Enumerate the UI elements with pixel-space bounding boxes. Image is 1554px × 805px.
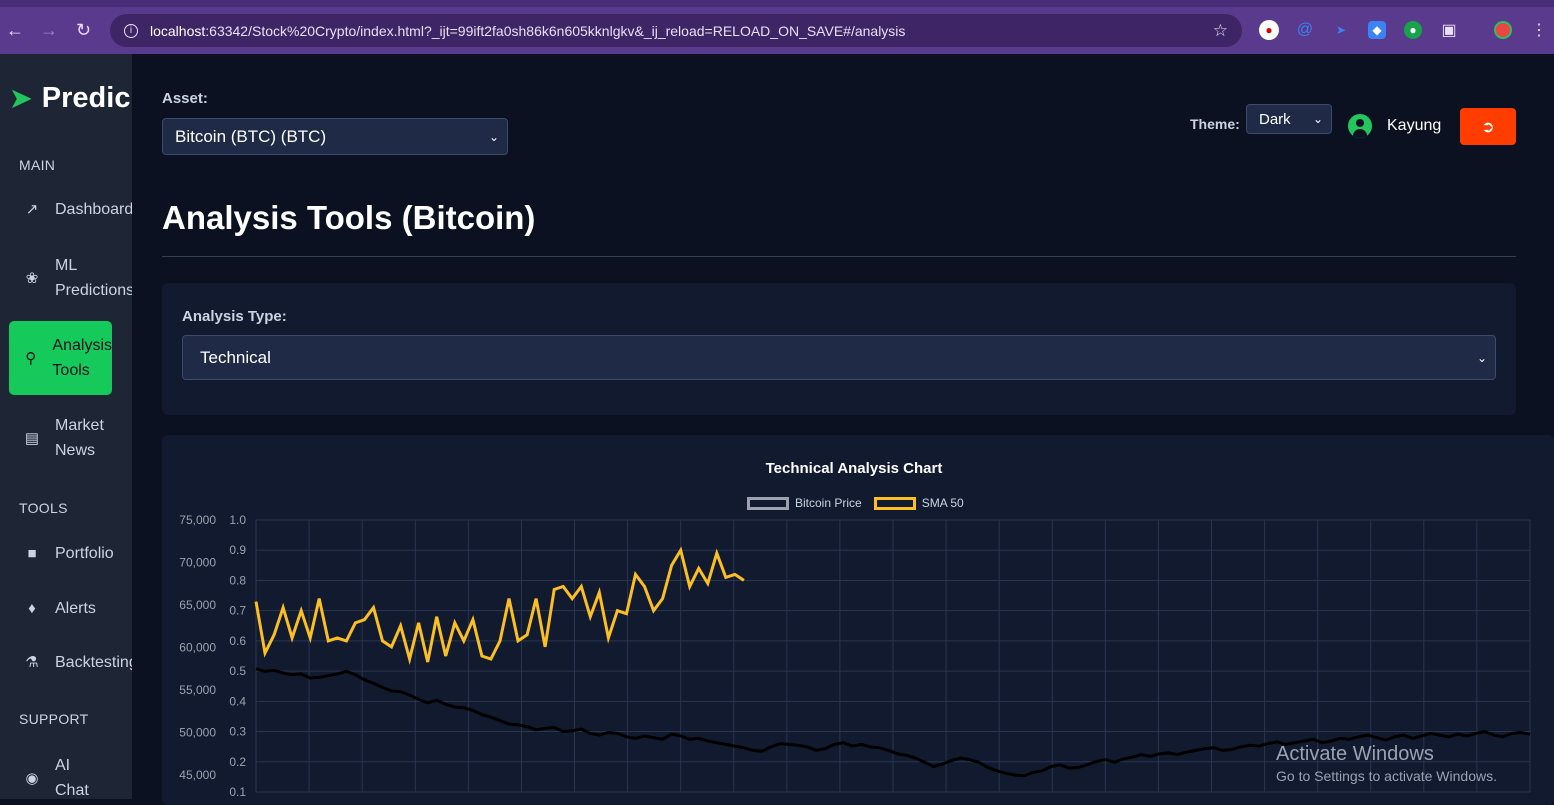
chart-svg: 1.0 0.9 0.8 0.7 0.6 0.5 0.4 0.3 0.2 0.1 75,000 70,0… xyxy=(179,513,1531,799)
extension-pokeball-icon[interactable]: ● xyxy=(1259,20,1279,40)
user-avatar-icon xyxy=(1348,114,1372,138)
y-right-tick-label: 0.4 xyxy=(229,694,246,708)
sidebar-item-dashboard[interactable]: ↗ Dashboard xyxy=(9,197,132,222)
browser-toolbar: ← → ↻ i localhost:63342/Stock%20Crypto/i… xyxy=(0,0,1554,54)
flask-icon: ⚗ xyxy=(25,654,39,671)
analysis-type-select[interactable]: Technical ⌄ xyxy=(182,335,1496,380)
y-left-tick-label: 55,000 xyxy=(179,683,216,697)
back-icon[interactable]: ← xyxy=(6,20,24,40)
sidebar-item-label: Dashboard xyxy=(55,201,132,218)
reload-icon[interactable]: ↻ xyxy=(76,20,92,40)
analysis-type-value: Technical xyxy=(200,347,271,367)
browser-menu-icon[interactable]: ⋮ xyxy=(1531,22,1547,39)
y-right-tick-label: 0.3 xyxy=(229,725,246,739)
legend-swatch-price[interactable] xyxy=(747,496,789,510)
y-left-tick-label: 60,000 xyxy=(179,641,216,655)
brain-icon: ❀ xyxy=(25,269,39,287)
section-label-tools: TOOLS xyxy=(19,500,68,516)
sidebar-item-label: Alerts xyxy=(55,600,96,617)
sidebar-item-ml-predictions[interactable]: ❀ ML Predictions xyxy=(9,253,132,303)
sidebar-item-label: Market News xyxy=(55,417,104,459)
windows-watermark-title: Activate Windows xyxy=(1276,743,1434,765)
sign-out-icon: ➲ xyxy=(1481,118,1495,136)
sidebar-item-label: Portfolio xyxy=(55,545,114,562)
y-right-tick-label: 0.1 xyxy=(229,785,246,799)
user-info[interactable]: Kayung xyxy=(1348,114,1441,138)
rocket-icon: ➤ xyxy=(10,83,32,113)
sma-series-line xyxy=(254,546,745,665)
y-right-tick-label: 0.9 xyxy=(229,543,246,557)
extension-green-icon[interactable]: ● xyxy=(1404,21,1422,39)
sidebar-item-market-news[interactable]: ▤ Market News xyxy=(9,413,132,463)
y-right-tick-label: 0.2 xyxy=(229,755,246,769)
newspaper-icon: ▤ xyxy=(24,429,40,447)
theme-select-value: Dark xyxy=(1259,110,1291,128)
bell-icon: ♦ xyxy=(28,600,36,617)
price-series-line xyxy=(255,667,1531,778)
chart-panel: Technical Analysis Chart Bitcoin Price S… xyxy=(162,435,1554,805)
chat-icon: ◉ xyxy=(25,769,39,787)
brand[interactable]: ➤ Predic xyxy=(10,82,130,115)
address-bar[interactable]: i localhost:63342/Stock%20Crypto/index.h… xyxy=(110,14,1242,47)
extensions-puzzle-icon[interactable]: ▣ xyxy=(1441,22,1457,39)
y-left-tick-label: 45,000 xyxy=(179,768,216,782)
chart-line-icon: ↗ xyxy=(25,201,39,218)
bookmark-star-icon[interactable]: ☆ xyxy=(1212,21,1228,40)
legend-label-price[interactable]: Bitcoin Price xyxy=(795,496,862,510)
url-path: :63342/Stock%20Crypto/index.html?_ijt=99… xyxy=(205,22,906,39)
site-info-icon[interactable]: i xyxy=(124,23,138,38)
extension-arrow-icon[interactable]: ➤ xyxy=(1335,23,1347,37)
theme-label: Theme: xyxy=(1190,116,1240,132)
y-right-tick-label: 0.5 xyxy=(229,664,246,678)
asset-select-value: Bitcoin (BTC) (BTC) xyxy=(175,126,327,146)
y-left-tick-label: 50,000 xyxy=(179,726,216,740)
sidebar: ➤ Predic MAIN ↗ Dashboard ❀ ML Predictio… xyxy=(0,54,132,799)
legend-swatch-sma[interactable] xyxy=(873,496,916,510)
chevron-down-icon: ⌄ xyxy=(1476,350,1487,365)
analysis-type-label: Analysis Type: xyxy=(182,308,287,325)
analysis-type-panel: Analysis Type: Technical ⌄ xyxy=(162,283,1516,415)
sidebar-item-portfolio[interactable]: ■ Portfolio xyxy=(9,541,132,566)
asset-select[interactable]: Bitcoin (BTC) (BTC) ⌄ xyxy=(162,118,508,155)
sidebar-item-analysis-tools[interactable]: ⚲ Analysis Tools xyxy=(9,321,112,395)
briefcase-icon: ■ xyxy=(27,545,37,562)
sidebar-item-ai-chat[interactable]: ◉ AI Chat xyxy=(9,753,132,799)
theme-select[interactable]: Dark ⌄ xyxy=(1246,104,1332,134)
sidebar-item-alerts[interactable]: ♦ Alerts xyxy=(9,596,132,621)
chevron-down-icon: ⌄ xyxy=(488,129,499,144)
y-right-tick-label: 0.6 xyxy=(229,634,246,648)
profile-avatar-icon[interactable] xyxy=(1494,21,1512,39)
sidebar-item-label: Analysis Tools xyxy=(52,337,112,379)
extension-shield-icon[interactable]: ◆ xyxy=(1368,21,1386,39)
sidebar-item-label: Backtesting xyxy=(55,654,132,671)
chart-legend: Bitcoin Price SMA 50 xyxy=(747,496,964,510)
y-right-tick-label: 0.8 xyxy=(229,573,246,587)
y-left-tick-label: 75,000 xyxy=(179,513,216,527)
sidebar-item-label: AI Chat xyxy=(55,757,89,799)
extension-at-icon[interactable]: @ xyxy=(1296,21,1314,38)
y-right-tick-label: 0.7 xyxy=(229,604,246,618)
y-right-tick-label: 1.0 xyxy=(229,513,246,527)
search-chart-icon: ⚲ xyxy=(25,349,37,367)
section-label-support: SUPPORT xyxy=(19,711,89,727)
chart-title: Technical Analysis Chart xyxy=(765,460,943,477)
y-left-tick-label: 70,000 xyxy=(179,556,216,570)
windows-watermark-subtitle: Go to Settings to activate Windows. xyxy=(1276,768,1497,784)
asset-label: Asset: xyxy=(162,90,208,107)
logout-button[interactable]: ➲ xyxy=(1460,108,1516,145)
url-host: localhost xyxy=(150,22,206,39)
legend-label-sma[interactable]: SMA 50 xyxy=(921,496,964,510)
divider xyxy=(162,256,1516,257)
sidebar-item-backtesting[interactable]: ⚗ Backtesting xyxy=(9,650,132,675)
main-content: Asset: Bitcoin (BTC) (BTC) ⌄ Theme: Dark… xyxy=(132,54,1554,805)
y-left-tick-label: 65,000 xyxy=(179,598,216,612)
sidebar-item-label: ML Predictions xyxy=(55,257,132,299)
section-label-main: MAIN xyxy=(19,157,56,173)
brand-name: Predic xyxy=(41,82,131,114)
forward-icon[interactable]: → xyxy=(40,20,58,40)
chevron-down-icon: ⌄ xyxy=(1312,112,1323,126)
page-title: Analysis Tools (Bitcoin) xyxy=(162,199,536,236)
username: Kayung xyxy=(1387,117,1442,134)
